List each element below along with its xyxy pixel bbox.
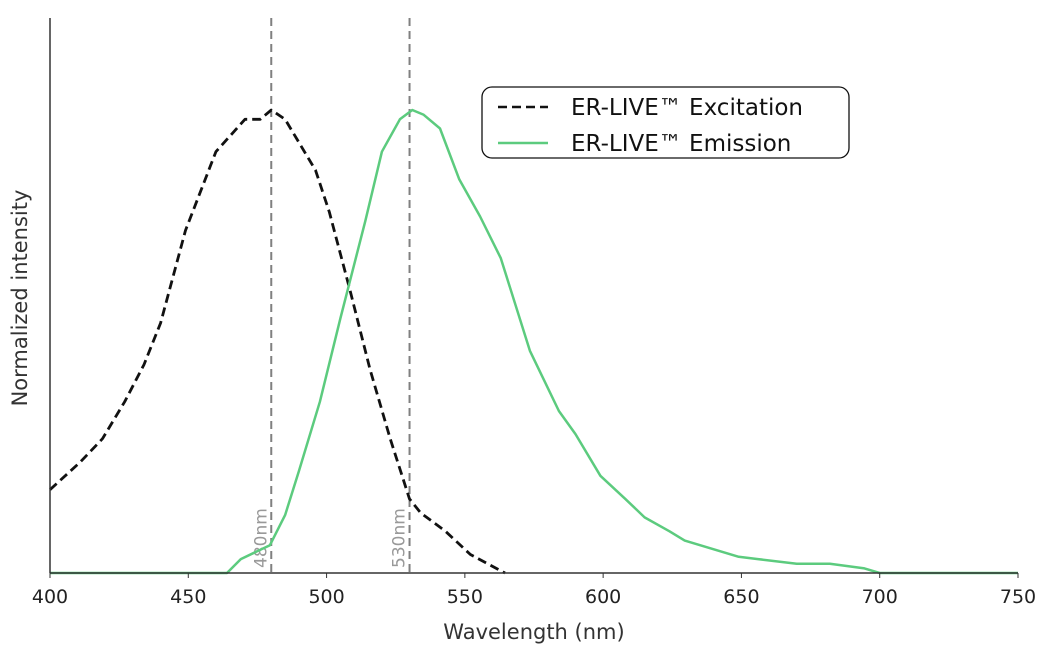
reference-label-480: 480nm (251, 508, 271, 568)
series-line-emission (50, 108, 1018, 575)
legend-label-excitation: ER-LIVE™ Excitation (571, 95, 803, 121)
y-axis-label: Normalized intensity (8, 190, 32, 407)
series-line-excitation (49, 108, 506, 575)
x-tick-label: 700 (862, 586, 898, 608)
x-tick-label: 400 (32, 586, 68, 608)
x-tick-label: 750 (1000, 586, 1036, 608)
legend: ER-LIVE™ Excitation ER-LIVE™ Emission (481, 86, 850, 159)
x-tick-label: 450 (170, 586, 206, 608)
x-tick-label: 550 (447, 586, 483, 608)
legend-label-emission: ER-LIVE™ Emission (571, 131, 791, 157)
x-tick-label: 500 (308, 586, 344, 608)
x-tick-label: 650 (723, 586, 759, 608)
reference-label-530: 530nm (390, 508, 410, 568)
x-axis-label: Wavelength (nm) (443, 620, 624, 644)
legend-box (481, 86, 850, 159)
x-tick-label: 600 (585, 586, 621, 608)
